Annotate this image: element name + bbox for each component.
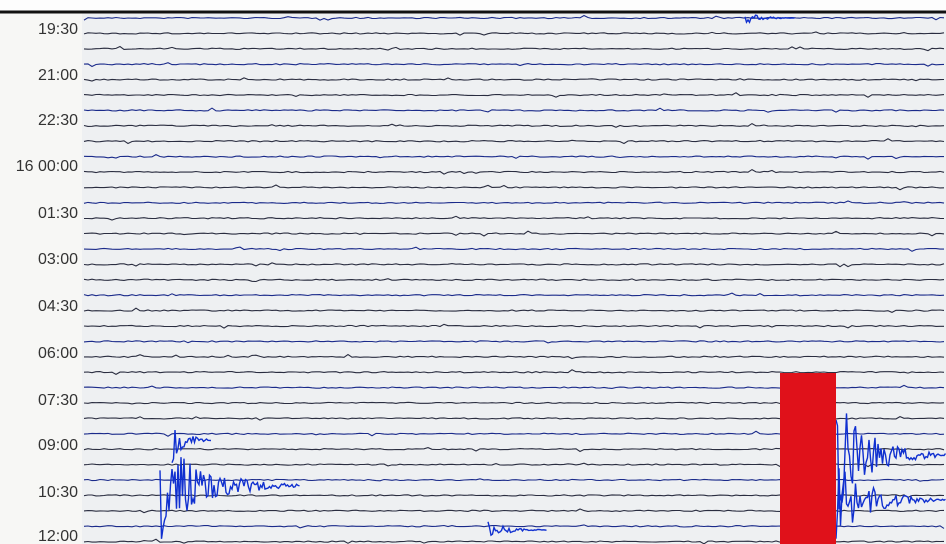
quake-burst	[744, 14, 795, 24]
trace	[83, 278, 945, 283]
time-label: 10:30	[38, 484, 78, 501]
time-label: 01:30	[38, 205, 78, 222]
trace	[83, 340, 945, 344]
trace	[83, 262, 945, 268]
time-label: 03:00	[38, 251, 78, 268]
trace	[83, 246, 944, 252]
trace	[83, 184, 945, 191]
trace	[83, 14, 945, 21]
quake-burst	[835, 468, 946, 539]
time-label: 16 00:00	[16, 158, 78, 175]
trace	[83, 107, 945, 113]
trace	[84, 215, 945, 221]
time-label: 09:00	[38, 437, 78, 454]
quake-burst	[159, 457, 300, 539]
time-label: 21:00	[38, 67, 78, 84]
trace	[83, 31, 945, 36]
trace	[83, 200, 945, 204]
trace	[83, 77, 945, 82]
trace	[83, 369, 945, 376]
quake-burst	[835, 413, 946, 510]
trace	[83, 45, 945, 52]
time-label: 06:00	[38, 345, 78, 362]
quake-burst	[171, 429, 212, 463]
time-label: 22:30	[38, 112, 78, 129]
trace	[83, 307, 945, 314]
trace	[83, 230, 945, 237]
trace	[83, 292, 945, 297]
trace	[83, 138, 945, 145]
trace	[83, 62, 945, 68]
trace	[83, 168, 945, 175]
time-label: 12:00	[38, 528, 78, 544]
event-marker	[780, 373, 836, 544]
trace	[83, 92, 945, 98]
time-label: 04:30	[38, 298, 78, 315]
time-label: 19:30	[38, 21, 78, 38]
trace	[83, 323, 944, 329]
trace	[83, 122, 945, 128]
top-margin	[0, 0, 946, 12]
time-axis: 19:30 21:00 22:30 16 00:00 01:30 03:00 04:30 06…	[16, 21, 78, 544]
trace	[84, 353, 945, 360]
trace	[83, 153, 944, 160]
quake-burst	[487, 521, 547, 537]
time-label: 07:30	[38, 392, 78, 409]
